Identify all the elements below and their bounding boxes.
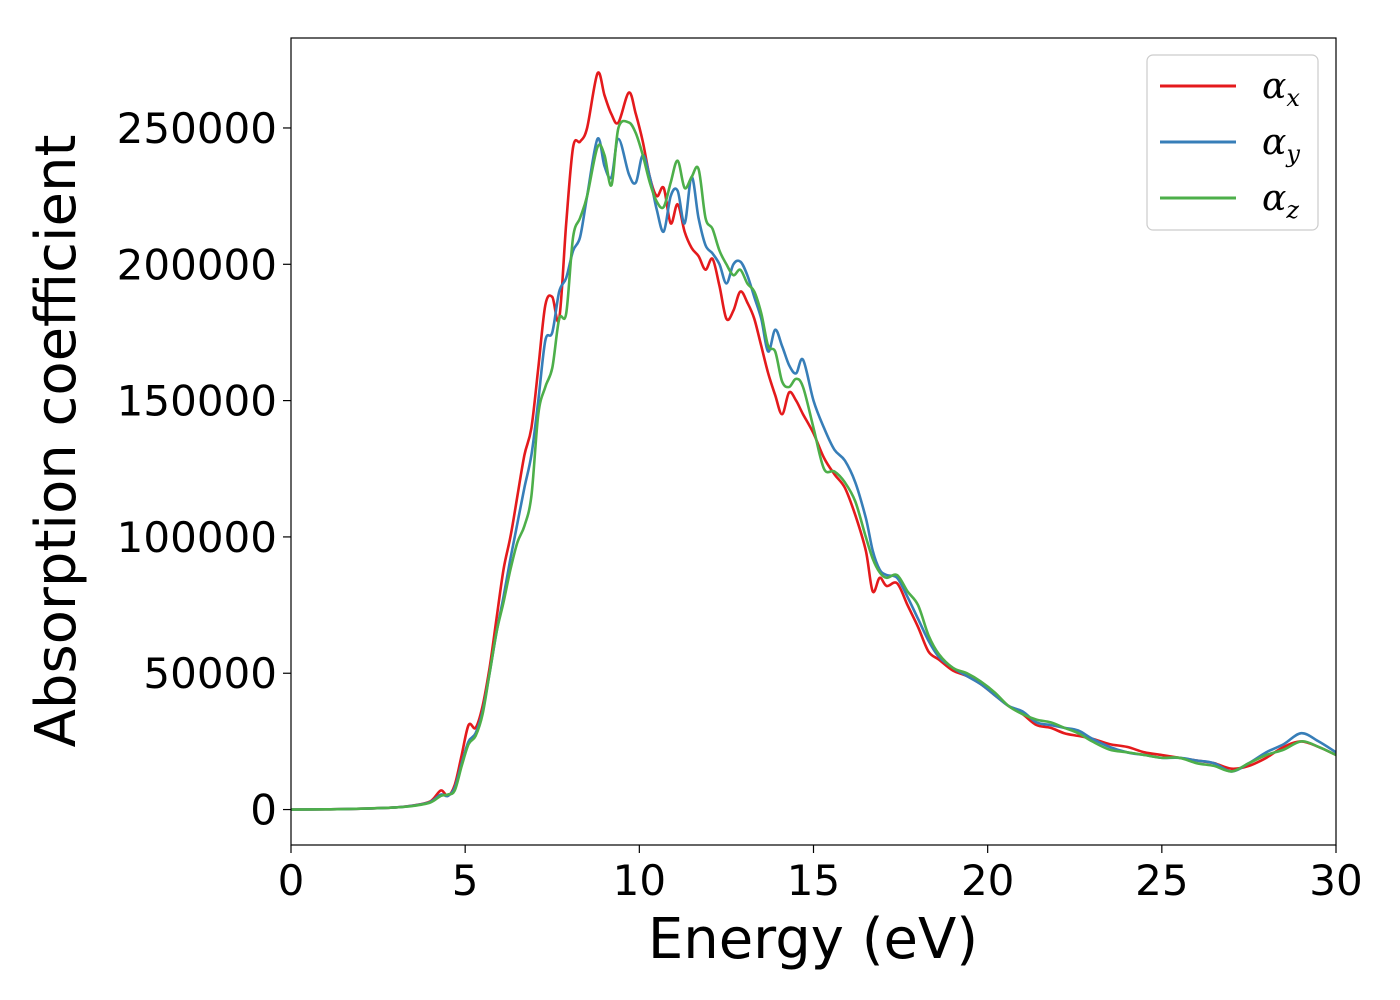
y-axis-ticks: 0 50000 100000 150000 200000 250000 — [117, 104, 291, 835]
x-tick-label: 20 — [961, 856, 1014, 905]
x-axis-ticks: 0 5 10 15 20 25 30 — [278, 845, 1363, 905]
x-tick-label: 15 — [787, 856, 840, 905]
x-tick-label: 5 — [452, 856, 479, 905]
x-axis-label: Energy (eV) — [648, 907, 978, 972]
legend-label-z: αz — [1262, 178, 1299, 224]
y-tick-label: 100000 — [117, 513, 277, 562]
legend: αx αy αz — [1146, 54, 1319, 231]
y-tick-label: 250000 — [117, 104, 277, 153]
y-axis-label: Absorption coefficient — [24, 135, 89, 748]
x-tick-label: 25 — [1135, 856, 1188, 905]
y-tick-label: 50000 — [143, 649, 277, 698]
y-tick-label: 150000 — [117, 377, 277, 426]
series-layer — [291, 71, 1336, 811]
x-tick-label: 10 — [613, 856, 666, 905]
y-tick-label: 0 — [250, 786, 277, 835]
x-tick-label: 0 — [278, 856, 305, 905]
series-line-x — [291, 71, 1336, 811]
legend-label-y: αy — [1262, 122, 1300, 168]
y-tick-label: 200000 — [117, 240, 277, 289]
legend-label-x: αx — [1262, 66, 1300, 112]
series-line-z — [291, 119, 1336, 811]
x-tick-label: 30 — [1309, 856, 1362, 905]
